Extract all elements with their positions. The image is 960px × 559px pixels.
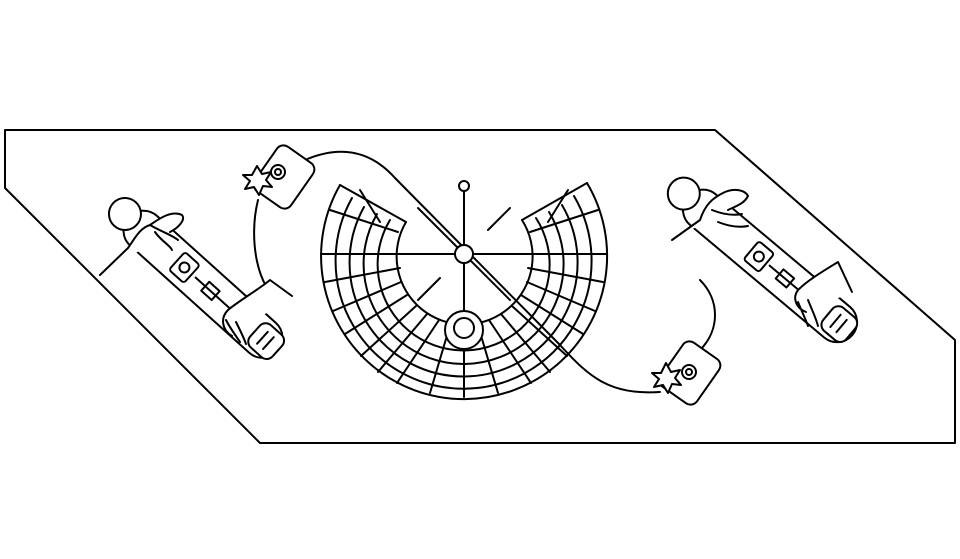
- radial-grid-dial: [320, 180, 609, 401]
- starburst-module-bottom: [651, 340, 722, 406]
- dial-outer-arc: [320, 182, 609, 401]
- hand-upper-left: [99, 212, 184, 276]
- starburst-icon: [651, 362, 682, 394]
- parallelogram-frame: [4, 129, 956, 444]
- dial-knob-inner: [453, 317, 475, 339]
- starburst-module-top: [242, 144, 316, 210]
- starburst-icon: [242, 165, 273, 196]
- dial-hub: [454, 244, 474, 264]
- handheld-controller-right: [666, 176, 859, 344]
- connecting-cable: [253, 150, 716, 394]
- hand-upper-right: [671, 188, 749, 241]
- hand-lower-right: [794, 261, 853, 327]
- dial-antenna-tip: [458, 180, 470, 192]
- hand-lower-left: [222, 279, 293, 345]
- handheld-controller-left: [99, 196, 293, 360]
- dial-spokes: [320, 189, 608, 398]
